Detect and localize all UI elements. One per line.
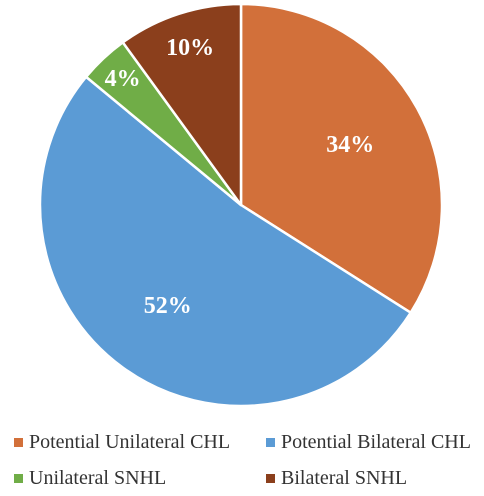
legend-swatch [266, 437, 275, 447]
legend: Potential Unilateral CHL Potential Bilat… [14, 424, 484, 496]
legend-label: Bilateral SNHL [281, 467, 408, 489]
slice-label: 4% [105, 66, 141, 92]
slice-label: 34% [326, 132, 374, 158]
legend-item-potential-unilateral-chl: Potential Unilateral CHL [14, 424, 266, 460]
pie-slice-bilateral-snhl [121, 2, 243, 207]
legend-swatch [14, 437, 23, 447]
pie-slices [38, 2, 444, 408]
legend-row-1: Potential Unilateral CHL Potential Bilat… [14, 424, 484, 460]
slice-label: 10% [166, 35, 214, 61]
pie-slice-potential-bilateral-chl [38, 75, 412, 408]
legend-item-bilateral-snhl: Bilateral SNHL [266, 460, 407, 496]
legend-swatch [14, 473, 23, 483]
legend-label: Unilateral SNHL [29, 467, 167, 489]
legend-swatch [266, 473, 275, 483]
slice-label: 52% [144, 293, 192, 319]
legend-row-2: Unilateral SNHL Bilateral SNHL [14, 460, 484, 496]
legend-item-potential-bilateral-chl: Potential Bilateral CHL [266, 424, 471, 460]
slice-labels: 34% 52% 4% 10% [105, 35, 375, 319]
legend-item-unilateral-snhl: Unilateral SNHL [14, 460, 266, 496]
legend-label: Potential Unilateral CHL [29, 431, 231, 453]
legend-label: Potential Bilateral CHL [281, 431, 471, 453]
